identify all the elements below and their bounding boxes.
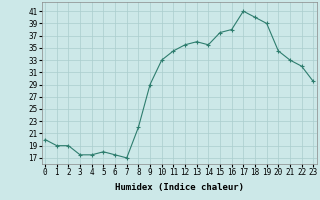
X-axis label: Humidex (Indice chaleur): Humidex (Indice chaleur) bbox=[115, 183, 244, 192]
